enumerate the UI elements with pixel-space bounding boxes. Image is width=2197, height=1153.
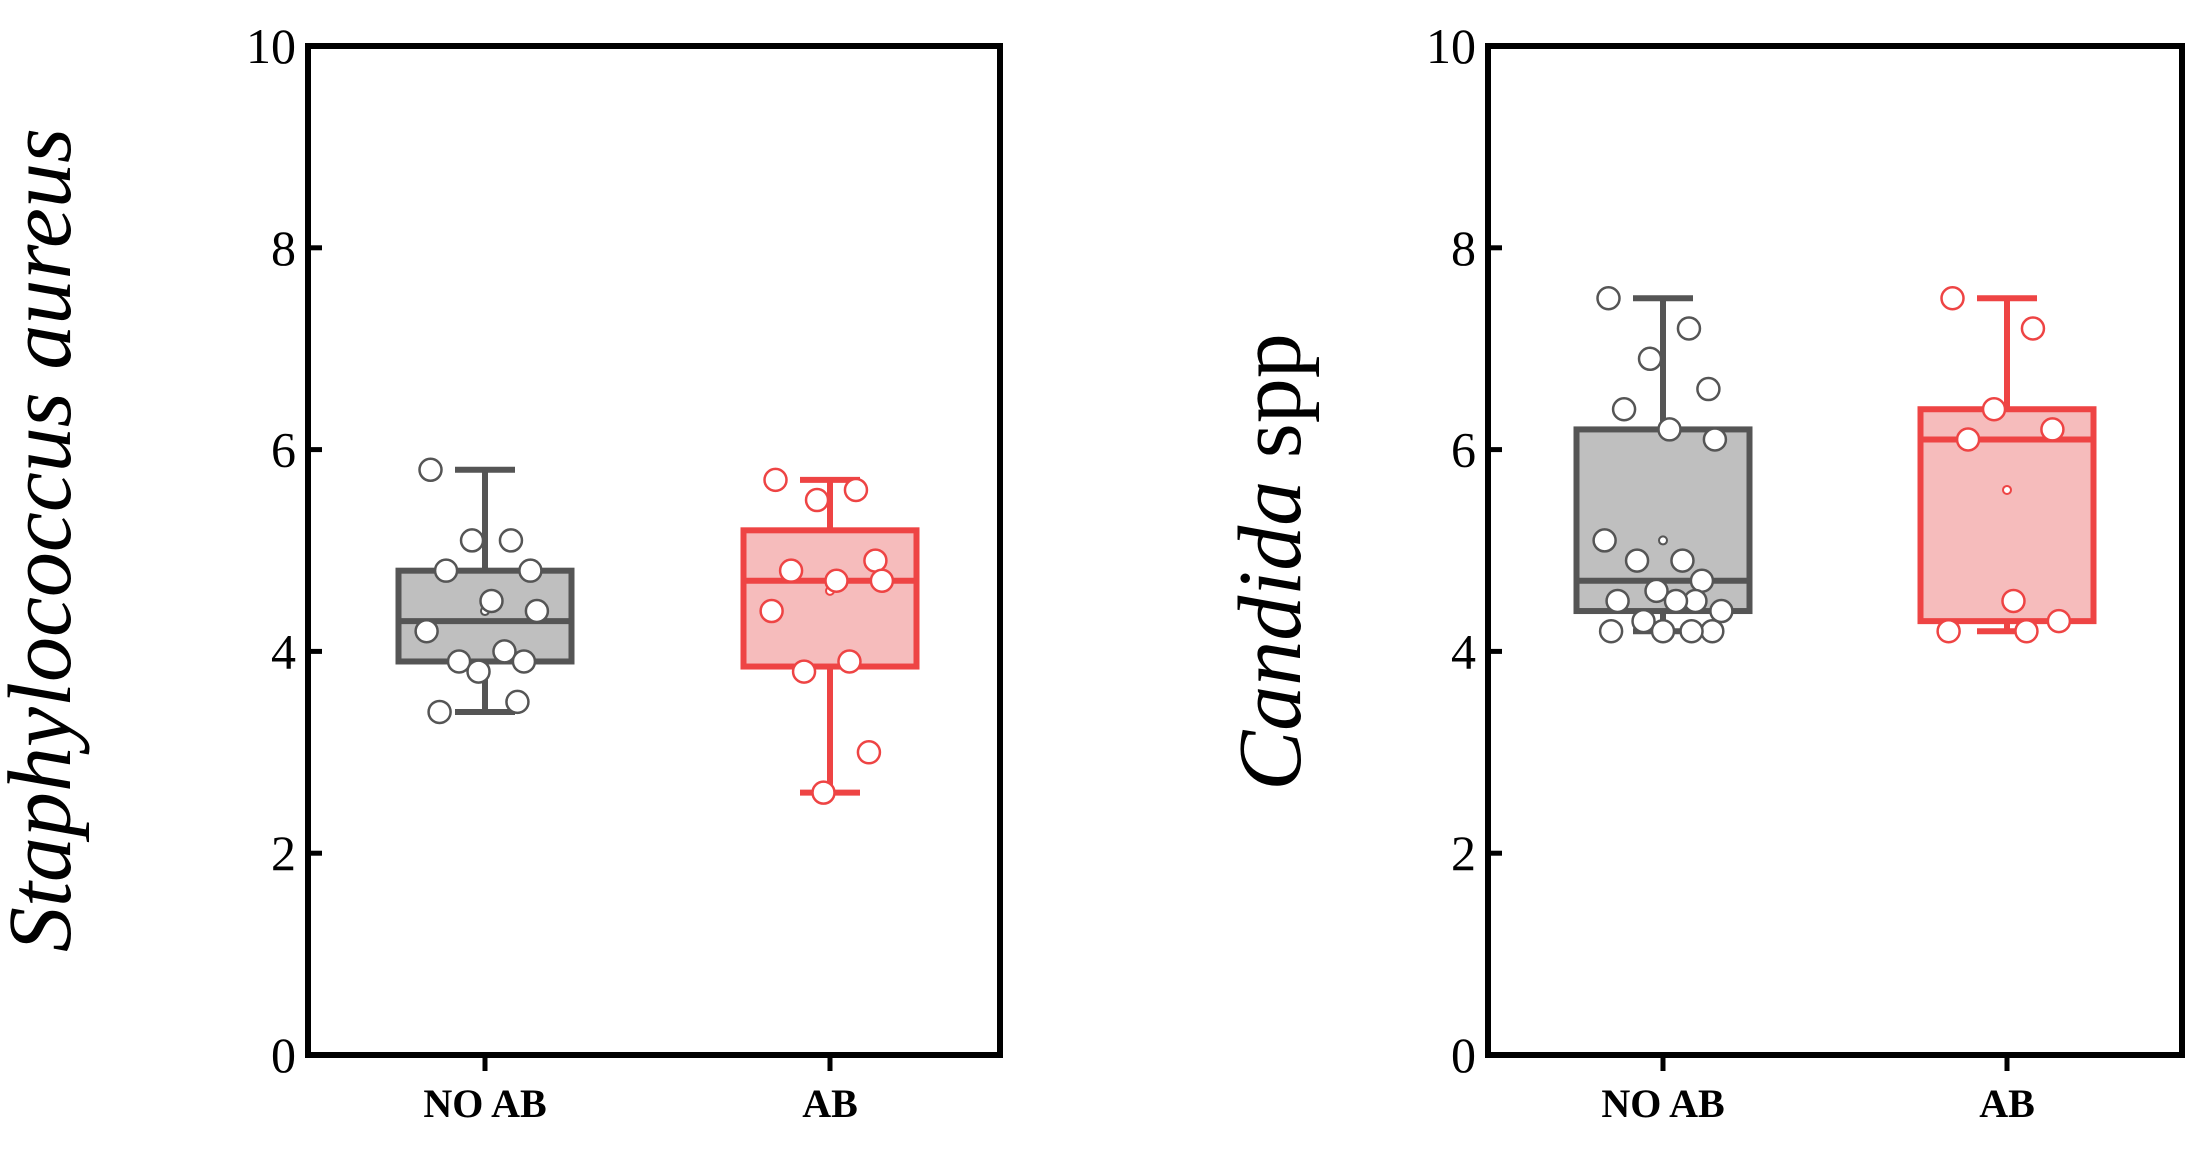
data-point <box>2046 608 2072 634</box>
y-tick-label: 0 <box>271 1027 296 1083</box>
x-category-label: NO AB <box>1601 1081 1724 1126</box>
data-point <box>2020 316 2046 341</box>
box-group-ab <box>740 467 920 805</box>
y-tick-label: 10 <box>246 18 296 74</box>
data-point <box>856 740 882 765</box>
data-point <box>804 487 830 513</box>
data-point <box>418 457 443 483</box>
box-group-no-ab <box>1573 286 1753 644</box>
data-point <box>1981 396 2007 422</box>
data-point <box>1611 396 1637 422</box>
data-point <box>1596 286 1621 311</box>
data-point <box>791 659 817 684</box>
data-point <box>1670 548 1695 573</box>
data-point <box>1709 598 1734 624</box>
data-point <box>863 548 888 573</box>
box-group-no-ab <box>395 457 575 725</box>
x-category-label: NO AB <box>423 1081 546 1126</box>
y-tick-label: 8 <box>271 220 296 276</box>
data-point <box>433 558 459 583</box>
data-point <box>427 699 452 725</box>
x-category-label: AB <box>802 1081 858 1126</box>
data-point <box>1936 618 1961 644</box>
mean-marker <box>2002 484 2012 495</box>
data-point <box>518 558 543 583</box>
data-point <box>459 528 485 553</box>
data-point <box>763 467 788 493</box>
data-point <box>1637 346 1663 372</box>
data-point <box>1689 568 1715 594</box>
data-point <box>446 649 472 674</box>
data-point <box>511 649 537 674</box>
data-point <box>1955 427 1981 452</box>
data-point <box>2040 417 2065 442</box>
y-axis-label-part: spp <box>1221 333 1320 481</box>
data-point <box>479 588 504 614</box>
y-axis-label: Staphylococcus aureus <box>0 128 90 952</box>
data-point <box>1598 618 1624 644</box>
data-point <box>1644 578 1669 604</box>
x-category-label: AB <box>1979 1081 2035 1126</box>
data-point <box>1650 618 1676 644</box>
y-tick-label: 10 <box>1426 18 1476 74</box>
y-tick-label: 6 <box>1451 422 1476 478</box>
y-tick-label: 0 <box>1451 1027 1476 1083</box>
chart-panel-1: 0 2 4 6 8 10 NO AB AB Staphylococcus aureus <box>0 18 1003 1126</box>
data-point <box>843 477 869 503</box>
y-tick-label: 2 <box>1451 825 1476 881</box>
data-point <box>466 659 491 684</box>
data-point <box>1679 618 1704 644</box>
data-point <box>2014 618 2039 644</box>
data-point <box>1592 528 1617 553</box>
data-point <box>524 598 550 624</box>
box-group-ab <box>1917 286 2097 644</box>
data-point <box>1676 316 1702 341</box>
y-axis-label-part: Candida <box>1221 481 1320 791</box>
data-point <box>2001 588 2026 614</box>
data-point <box>1700 618 1725 644</box>
data-point <box>1702 427 1728 452</box>
data-point <box>837 649 862 674</box>
plot-frame <box>1485 43 2185 1058</box>
box-iqr <box>740 527 920 670</box>
data-point <box>1657 417 1682 442</box>
y-axis-label: Candida spp <box>1221 333 1320 791</box>
data-point <box>1663 588 1689 614</box>
data-point <box>759 598 784 624</box>
box-iqr <box>1917 406 2097 625</box>
y-tick-label: 4 <box>1451 623 1476 679</box>
data-point <box>811 780 836 805</box>
data-point <box>869 568 895 594</box>
data-point <box>1631 608 1656 634</box>
data-point <box>414 618 439 644</box>
plot-frame <box>305 43 1003 1058</box>
data-point <box>1696 376 1721 402</box>
data-point <box>1624 548 1650 573</box>
data-point <box>778 558 804 583</box>
y-tick-label: 2 <box>271 825 296 881</box>
y-tick-label: 4 <box>271 623 296 679</box>
data-point <box>1605 588 1630 614</box>
y-axis-label-part: Staphylococcus aureus <box>0 128 90 952</box>
data-point <box>1940 286 1965 311</box>
data-point <box>492 639 517 664</box>
mean-marker <box>1658 535 1668 546</box>
data-point <box>505 689 530 715</box>
y-tick-label: 8 <box>1451 220 1476 276</box>
data-point <box>498 528 524 553</box>
data-point <box>824 568 849 594</box>
y-tick-label: 6 <box>271 422 296 478</box>
chart-panel-2: 0 2 4 6 8 10 NO AB AB Candida spp <box>1221 18 2185 1126</box>
